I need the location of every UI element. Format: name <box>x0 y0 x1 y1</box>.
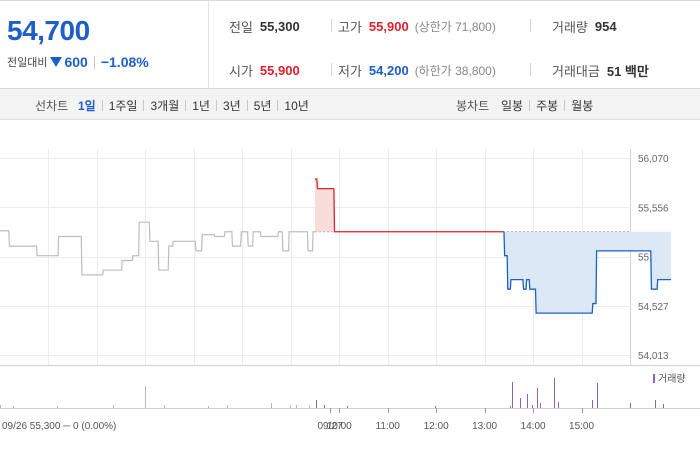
line-period-tab[interactable]: 3년 <box>222 99 241 113</box>
x-tick-label: 14:00 <box>521 421 546 432</box>
tab-divider <box>246 100 248 111</box>
up-price-line <box>315 178 334 190</box>
prev-close-value: 55,300 <box>259 19 300 34</box>
line-period-tab[interactable]: 1일 <box>78 99 96 113</box>
candle-period-tab[interactable]: 주봉 <box>536 99 559 113</box>
high-stat: 고가 55,900 (상한가 71,800) <box>338 17 496 36</box>
line-period-tabs: 1일 1주일 3개월 1년 3년 5년 10년 <box>78 97 309 114</box>
line-period-tab[interactable]: 1주일 <box>108 99 138 113</box>
down-arrow-icon <box>50 57 63 67</box>
low-label: 저가 <box>338 64 362 79</box>
flat-price-line <box>333 188 504 233</box>
down-area-fill <box>504 231 671 314</box>
open-stat: 시가 55,900 <box>229 61 300 80</box>
prev-close-label: 전일 <box>229 20 253 35</box>
turnover-stat: 거래대금 51 백만 <box>552 61 649 80</box>
x-tick-label: 15:00 <box>569 421 594 432</box>
volume-label: 거래량 <box>552 20 588 35</box>
prev-day-summary: 09/26 55,300 ─ 0 (0.00%) <box>2 421 116 432</box>
y-tick-label: 54,527 <box>638 302 669 313</box>
prev-day-price-line <box>0 221 315 276</box>
divider <box>331 19 332 32</box>
line-period-tab[interactable]: 1년 <box>192 99 210 113</box>
low-stat: 저가 54,200 (하한가 38,800) <box>338 61 496 80</box>
volume-stat: 거래량 954 <box>552 17 617 36</box>
change-value: 600 <box>64 54 88 70</box>
x-tick-label: 12:00 <box>424 421 449 432</box>
quote-summary: 54,700 전일대비 600 −1.08% 전일 55,300 고가 55,9… <box>0 0 700 89</box>
line-period-tab[interactable]: 5년 <box>253 99 272 113</box>
open-label: 시가 <box>229 64 253 79</box>
line-period-tab[interactable]: 3개월 <box>150 99 180 113</box>
x-tick-label: 13:00 <box>472 421 497 432</box>
line-chart-label: 선차트 <box>35 99 69 113</box>
line-period-tab[interactable]: 10년 <box>284 99 309 113</box>
change-label: 전일대비 <box>7 57 48 69</box>
change-percent: −1.08% <box>100 54 149 70</box>
high-value: 55,900 <box>368 19 409 34</box>
current-price: 54,700 <box>7 15 90 46</box>
up-area-fill <box>315 179 334 232</box>
x-tick-label: 11:00 <box>376 421 401 432</box>
volume-value: 954 <box>594 19 617 34</box>
prev-close-stat: 전일 55,300 <box>229 17 300 36</box>
tab-divider <box>215 100 217 111</box>
down-price-line <box>503 231 671 314</box>
tab-divider <box>143 100 145 111</box>
tab-divider <box>564 100 566 111</box>
y-tick-label: 54,013 <box>638 351 669 362</box>
tab-divider <box>529 100 531 111</box>
y-tick-label: 56,070 <box>638 154 669 165</box>
current-price-box: 54,700 전일대비 600 −1.08% <box>0 1 209 89</box>
turnover-value: 51 백만 <box>606 64 649 79</box>
change-row: 전일대비 600 −1.08% <box>7 54 149 70</box>
volume-legend-swatch <box>653 374 655 383</box>
candle-period-tabs: 일봉 주봉 월봉 <box>501 97 593 114</box>
candle-period-tab[interactable]: 월봉 <box>571 99 594 113</box>
divider <box>530 19 531 32</box>
high-label: 고가 <box>338 20 362 35</box>
chart-period-bar: 선차트 1일 1주일 3개월 1년 3년 5년 10년 봉차트 일봉 주봉 월봉 <box>0 89 700 120</box>
divider <box>331 63 332 76</box>
change-divider <box>93 55 95 69</box>
tab-divider <box>101 100 103 111</box>
candle-period-tab[interactable]: 일봉 <box>501 99 524 113</box>
turnover-label: 거래대금 <box>552 64 600 79</box>
x-tick-label: 09/27 <box>317 421 342 432</box>
upper-limit: (상한가 71,800) <box>414 20 496 34</box>
low-value: 54,200 <box>368 63 409 78</box>
candle-chart-label: 봉차트 <box>456 99 490 113</box>
volume-legend-label: 거래량 <box>658 373 686 385</box>
tab-divider <box>185 100 187 111</box>
open-value: 55,900 <box>259 63 300 78</box>
lower-limit: (하한가 38,800) <box>414 64 496 78</box>
divider <box>530 63 531 76</box>
tab-divider <box>277 100 279 111</box>
y-tick-label: 55,556 <box>638 203 669 214</box>
x-tick-label: 10:00 <box>327 421 352 432</box>
